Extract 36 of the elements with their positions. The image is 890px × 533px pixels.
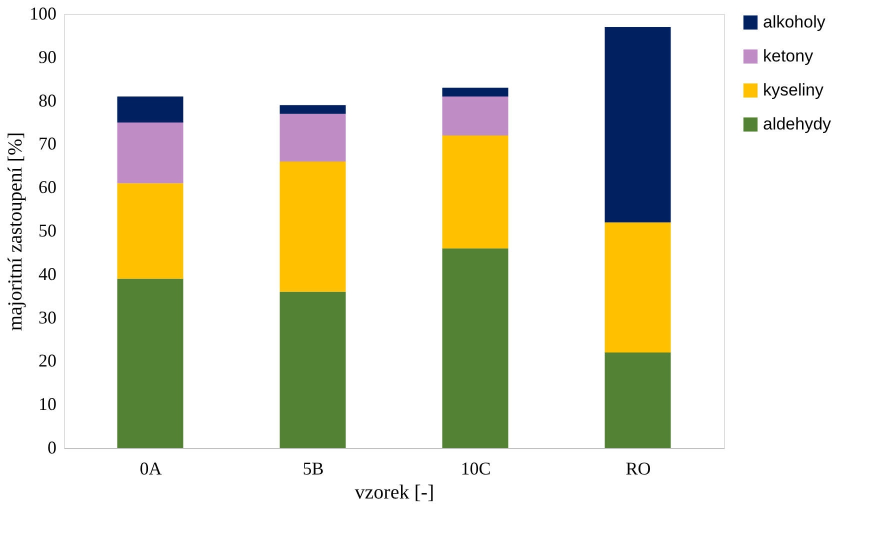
bar: [280, 292, 346, 448]
bar: [117, 183, 184, 279]
x-axis-title: vzorek [-]: [354, 482, 434, 504]
legend-label: ketony: [763, 46, 814, 66]
y-tick-label: 10: [38, 394, 56, 414]
legend-label: kyseliny: [763, 80, 824, 100]
bar: [604, 222, 671, 353]
legend-label: aldehydy: [763, 114, 832, 134]
bar: [280, 114, 346, 162]
bar: [442, 96, 508, 136]
bar: [442, 248, 508, 448]
y-tick-label: 100: [30, 4, 56, 24]
y-tick-label: 60: [38, 177, 56, 198]
bar: [280, 105, 346, 114]
y-tick-label: 50: [38, 220, 56, 240]
x-tick-label: 0A: [140, 458, 162, 478]
legend-label: alkoholy: [763, 12, 826, 32]
x-tick-label: 5B: [302, 458, 324, 478]
y-tick-label: 20: [38, 350, 56, 371]
y-axis-title: majoritní zastoupení [%]: [4, 132, 26, 331]
bar: [442, 136, 508, 248]
bar: [117, 278, 184, 448]
y-tick-label: 30: [38, 307, 56, 328]
y-tick-label: 80: [38, 90, 56, 110]
y-tick-label: 40: [38, 264, 56, 284]
x-tick-label: 10C: [460, 458, 491, 478]
bar: [604, 352, 671, 448]
y-tick-label: 0: [48, 438, 56, 458]
x-tick-label: RO: [626, 458, 651, 478]
bar: [117, 96, 184, 122]
bar: [280, 162, 346, 292]
bar: [117, 122, 184, 184]
y-tick-label: 70: [38, 134, 56, 154]
bar: [442, 88, 508, 96]
bar: [604, 27, 671, 222]
y-tick-label: 90: [38, 46, 56, 67]
